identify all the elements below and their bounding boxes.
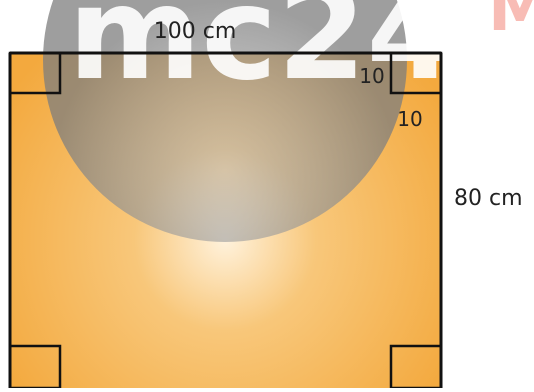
corner-square-top-right [389,51,443,95]
top-dimension-label: 100 cm [154,19,237,44]
corner-square-top-left [8,51,62,95]
corner-cut-width-label: 10 [359,64,384,88]
side-dimension-label: 80 cm [454,186,523,211]
watermark-trailing-letter: M [488,0,534,46]
corner-cut-height-label: 10 [397,107,422,131]
watermark-circle [43,0,407,242]
